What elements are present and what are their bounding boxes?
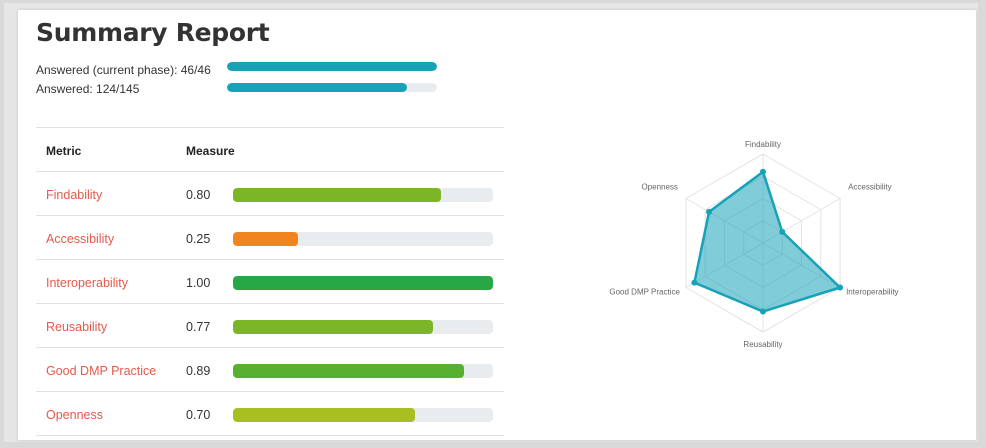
metric-progress-fill [233, 408, 415, 422]
radar-data-point [779, 228, 786, 235]
metric-progress-bar [233, 188, 493, 202]
metric-progress-fill [233, 188, 441, 202]
metric-link[interactable]: Reusability [46, 320, 108, 334]
table-row: Findability 0.80 [36, 172, 504, 216]
answered-total-progress-fill [227, 83, 407, 92]
table-row: Interoperability 1.00 [36, 260, 504, 304]
metric-link[interactable]: Openness [46, 408, 103, 422]
table-row: Openness 0.70 [36, 392, 504, 436]
table-row: Reusability 0.77 [36, 304, 504, 348]
metric-value: 1.00 [186, 276, 211, 290]
answered-current-progress [227, 62, 437, 71]
metric-progress-bar [233, 320, 493, 334]
measure-column-header: Measure [186, 144, 235, 158]
metric-link[interactable]: Accessibility [46, 232, 115, 246]
radar-data-point [706, 208, 713, 215]
metric-value: 0.89 [186, 364, 211, 378]
metric-value: 0.70 [186, 408, 211, 422]
metric-column-header: Metric [46, 144, 82, 158]
metric-link[interactable]: Findability [46, 188, 103, 202]
table-row: Good DMP Practice 0.89 [36, 348, 504, 392]
summary-report-card: Summary Report Answered (current phase):… [18, 10, 976, 440]
metric-value: 0.77 [186, 320, 211, 334]
metric-link[interactable]: Interoperability [46, 276, 128, 290]
metric-progress-fill [233, 232, 298, 246]
radar-data-point [760, 308, 766, 315]
radar-axis-label: Good DMP Practice [609, 288, 680, 297]
answered-current-progress-fill [227, 62, 437, 71]
table-header: Metric Measure [36, 128, 504, 172]
metric-link[interactable]: Good DMP Practice [46, 364, 157, 378]
answered-current-label: Answered (current phase): 46/46 [36, 63, 211, 77]
metric-progress-fill [233, 364, 465, 378]
metrics-table: Metric Measure Findability 0.80 Accessibil… [36, 127, 504, 436]
metric-progress-bar [233, 232, 493, 246]
metric-progress-fill [233, 276, 493, 290]
radar-data-point [691, 279, 698, 286]
metric-progress-fill [233, 320, 434, 334]
metric-progress-bar [233, 276, 493, 290]
radar-data-point [837, 284, 844, 291]
radar-axis-label: Accessibility [848, 183, 892, 192]
radar-series-area [692, 169, 843, 313]
radar-axis-label: Openness [641, 183, 677, 192]
metric-value: 0.80 [186, 188, 211, 202]
radar-chart-svg: Findability Accessibility Interoperability… [609, 140, 898, 349]
metric-value: 0.25 [186, 232, 211, 246]
table-row: Accessibility 0.25 [36, 216, 504, 260]
answered-total-label: Answered: 124/145 [36, 82, 140, 96]
answered-total-progress [227, 83, 437, 92]
metric-progress-bar [233, 364, 493, 378]
radar-axis-label: Reusability [743, 340, 782, 349]
radar-chart: Findability Accessibility Interoperability… [578, 120, 978, 400]
radar-axis-label: Interoperability [846, 288, 898, 297]
radar-axis-label: Findability [745, 140, 781, 149]
radar-data-point [760, 168, 766, 175]
page-title: Summary Report [36, 18, 270, 47]
metric-progress-bar [233, 408, 493, 422]
